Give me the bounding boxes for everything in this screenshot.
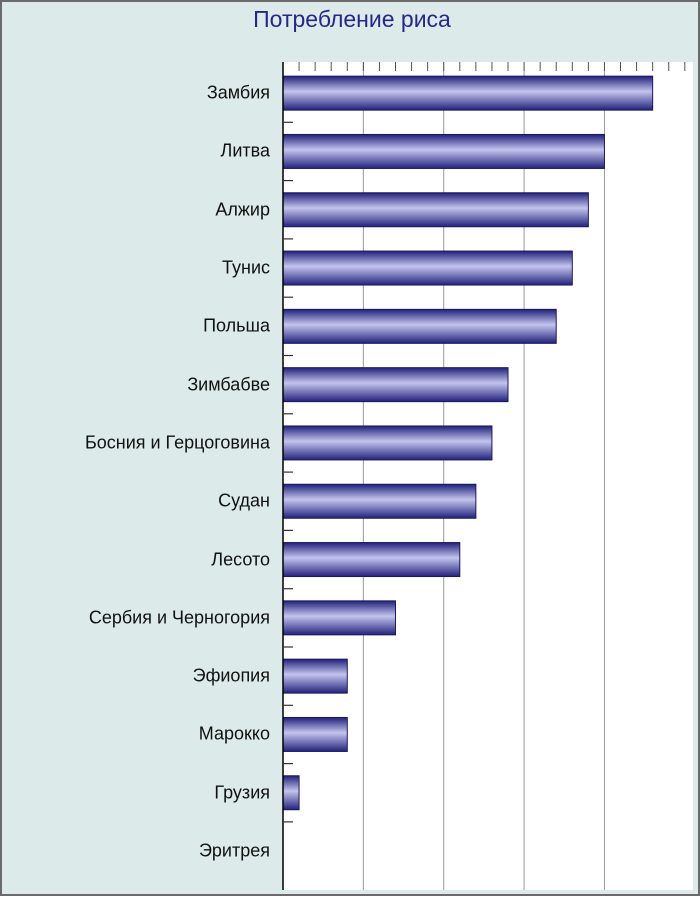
category-label: Марокко [198, 723, 270, 744]
chart-title: Потребление риса [253, 6, 451, 32]
category-label: Эфиопия [192, 665, 270, 686]
bar-0 [282, 75, 654, 111]
bar-11 [282, 716, 348, 752]
bar-3 [282, 250, 573, 286]
bar-10 [282, 658, 348, 694]
bar-9 [282, 600, 397, 636]
category-label: Босния и Герцоговина [84, 432, 270, 453]
bar-6 [282, 425, 493, 461]
bar-7 [282, 483, 477, 519]
category-label: Лесото [211, 549, 270, 570]
category-label: Судан [218, 490, 270, 511]
category-label: Литва [220, 140, 270, 161]
bar-4 [282, 308, 557, 344]
category-label: Эритрея [198, 840, 270, 861]
category-label: Польша [203, 315, 270, 336]
category-label: Зимбабве [187, 374, 270, 395]
bar-2 [282, 192, 589, 228]
category-label: Грузия [214, 782, 270, 803]
category-label: Замбия [206, 82, 270, 103]
category-label: Сербия и Черногория [88, 607, 270, 628]
category-label: Алжир [215, 199, 270, 220]
bar-5 [282, 367, 509, 403]
bar-12 [282, 775, 300, 811]
bar-8 [282, 542, 461, 578]
category-label: Тунис [222, 257, 270, 278]
bar-1 [282, 133, 605, 169]
